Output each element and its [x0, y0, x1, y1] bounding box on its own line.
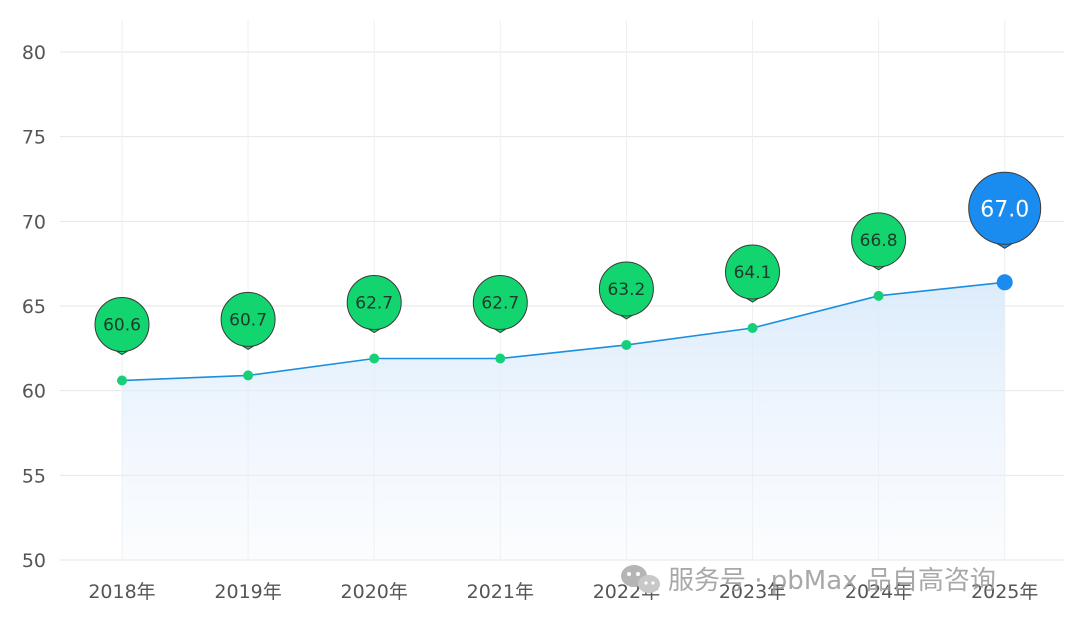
data-point — [873, 290, 884, 301]
x-tick-label: 2019年 — [214, 581, 281, 603]
y-tick-label: 75 — [22, 127, 46, 149]
value-pin: 62.7 — [472, 274, 528, 334]
value-pin: 62.7 — [346, 274, 402, 334]
data-label: 67.0 — [980, 197, 1029, 222]
x-axis-ticks: 2018年 2019年 2020年 2021年 2022年 2023年 2024年 2025年 — [88, 581, 1038, 603]
pin-head — [94, 297, 150, 353]
pin-head — [851, 212, 907, 268]
series-line — [121, 281, 1005, 382]
data-point — [369, 353, 380, 364]
data-point — [621, 339, 632, 350]
highlight-point — [996, 274, 1013, 291]
value-pins: 60.6 60.7 62.7 62.7 63.2 64.1 66.8 67.0 — [94, 171, 1042, 356]
value-pin: 60.6 — [94, 297, 150, 356]
x-tick-label: 2024年 — [845, 581, 912, 603]
data-label: 62.7 — [355, 293, 393, 313]
pin-head — [220, 291, 276, 347]
data-label: 64.1 — [734, 263, 772, 283]
data-point — [747, 323, 758, 334]
pin-head — [968, 171, 1042, 245]
x-tick-label: 2025年 — [971, 581, 1038, 603]
y-tick-label: 65 — [22, 296, 46, 318]
pin-head — [598, 261, 654, 317]
highlight-pin: 67.0 — [968, 171, 1042, 249]
pin-head — [346, 274, 402, 330]
data-point — [117, 375, 127, 386]
value-pin: 66.8 — [851, 212, 907, 271]
area-fill — [122, 282, 1005, 560]
x-tick-label: 2020年 — [341, 581, 408, 603]
data-label: 60.7 — [229, 310, 267, 330]
data-label: 66.8 — [860, 231, 898, 251]
series-path — [121, 281, 1005, 382]
y-tick-label: 70 — [22, 211, 46, 233]
x-tick-label: 2021年 — [467, 581, 534, 603]
y-axis-ticks: 50 55 60 65 70 75 80 — [22, 42, 46, 572]
data-label: 60.6 — [103, 316, 141, 336]
watermark-text: 服务号 · pbMax 品自高咨询 — [668, 566, 996, 596]
value-pin: 63.2 — [598, 261, 654, 320]
data-point — [495, 353, 506, 364]
wechat-icon — [621, 565, 660, 593]
x-tick-label: 2023年 — [719, 581, 786, 603]
y-tick-label: 60 — [22, 381, 46, 403]
pin-head — [472, 274, 528, 330]
y-tick-label: 80 — [22, 42, 46, 64]
area-path — [122, 282, 1005, 560]
data-point — [243, 370, 254, 381]
value-pin: 64.1 — [725, 244, 780, 303]
markers — [117, 274, 1013, 386]
watermark: 服务号 · pbMax 品自高咨询 — [621, 565, 996, 596]
y-tick-label: 50 — [22, 550, 46, 572]
pin-head — [725, 244, 780, 300]
data-label: 63.2 — [607, 280, 645, 300]
x-tick-label: 2018年 — [88, 581, 155, 603]
y-tick-label: 55 — [22, 465, 46, 487]
data-label: 62.7 — [481, 293, 519, 313]
value-pin: 60.7 — [220, 291, 276, 351]
